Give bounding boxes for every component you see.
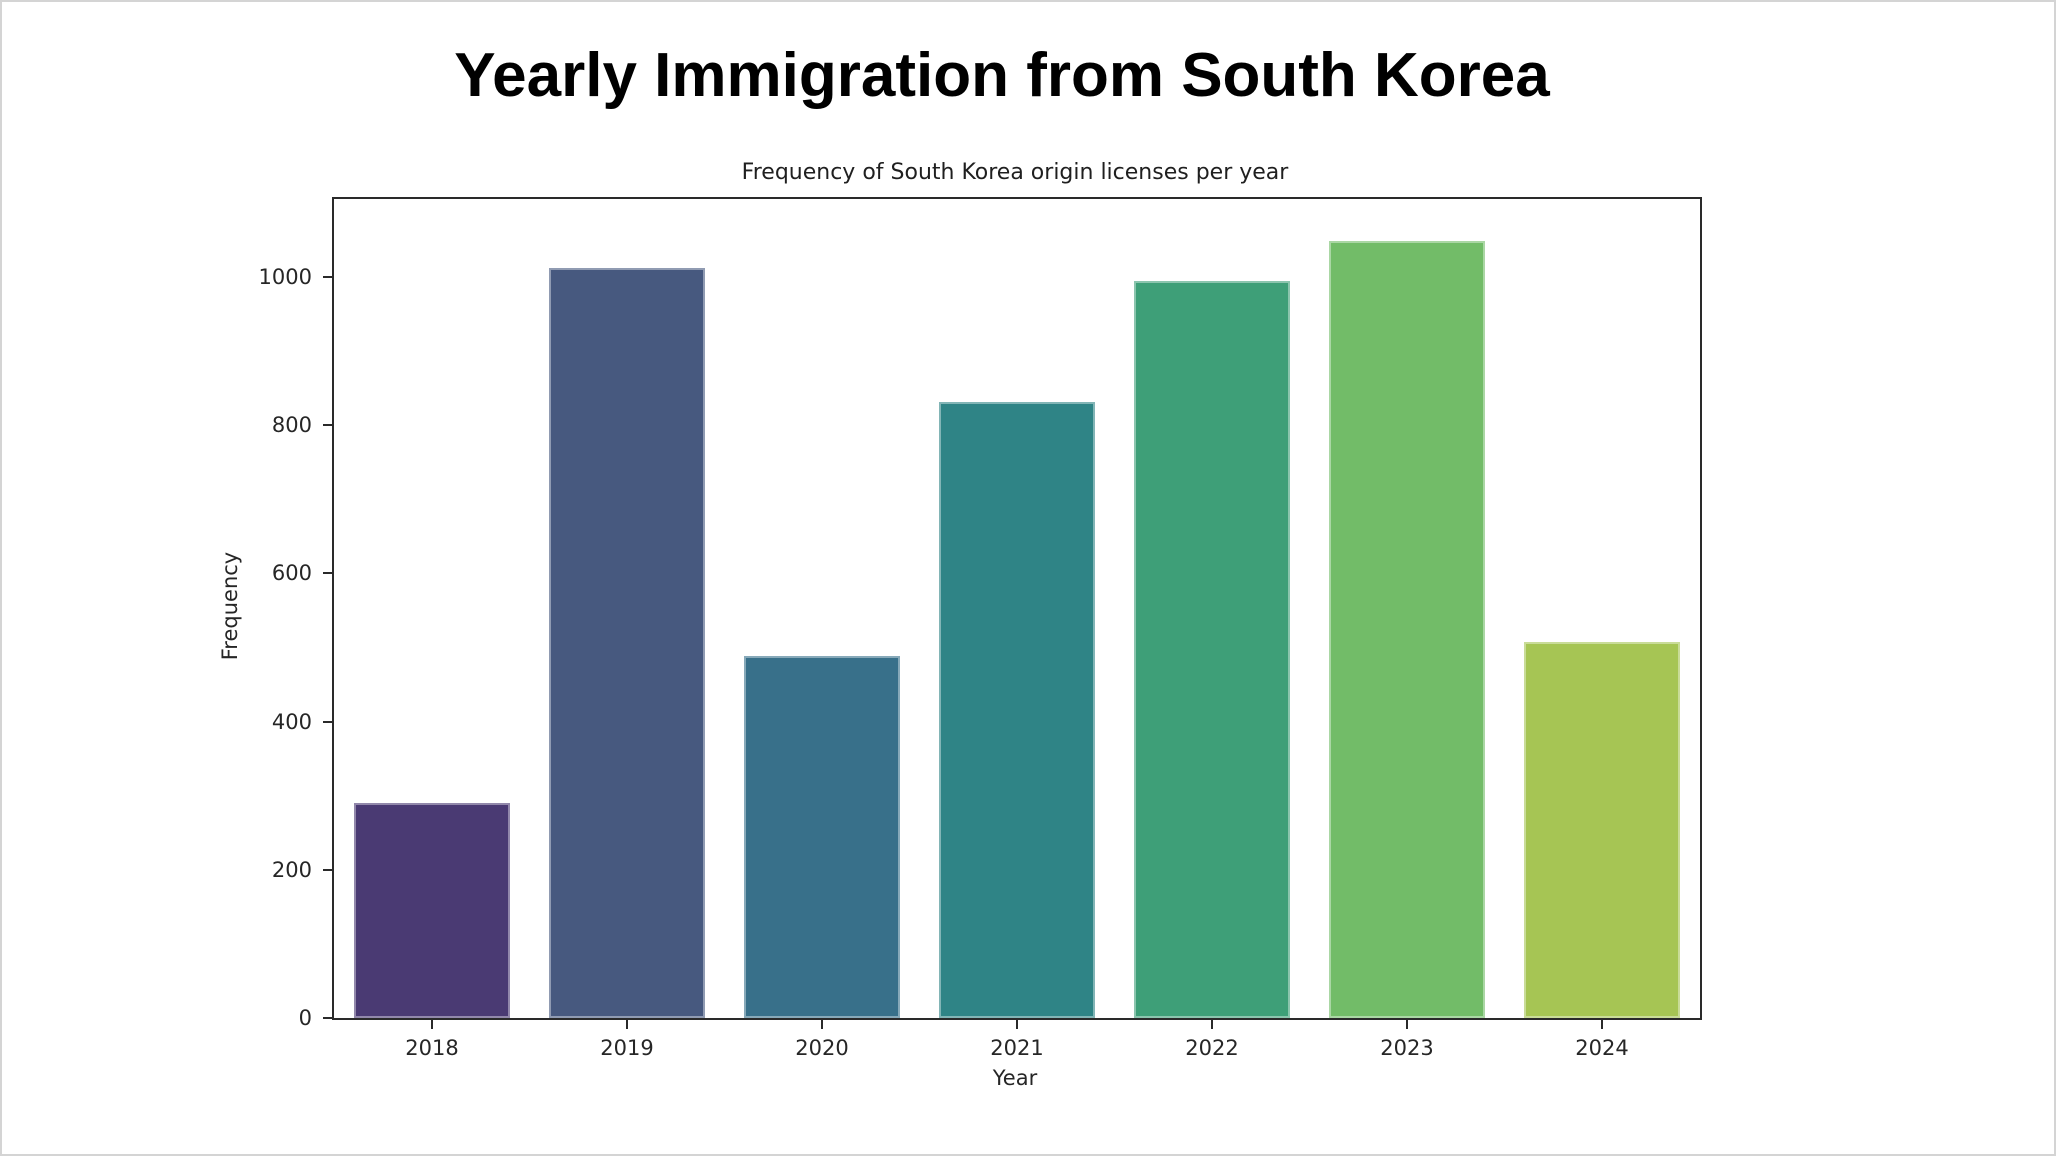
- bar-2020: [744, 656, 900, 1018]
- y-tick-mark: [323, 869, 332, 871]
- x-tick-label: 2019: [600, 1036, 654, 1060]
- x-axis-label: Year: [992, 1066, 1038, 1090]
- y-tick-mark: [323, 276, 332, 278]
- x-tick-label: 2022: [1185, 1036, 1239, 1060]
- y-tick-label: 800: [271, 413, 312, 437]
- x-tick-label: 2020: [795, 1036, 849, 1060]
- y-tick-label: 1000: [258, 265, 312, 289]
- x-tick-mark: [626, 1020, 628, 1029]
- y-tick-label: 200: [271, 858, 312, 882]
- y-tick-mark: [323, 572, 332, 574]
- x-tick-label: 2023: [1380, 1036, 1434, 1060]
- x-tick-mark: [1601, 1020, 1603, 1029]
- page-title: Yearly Immigration from South Korea: [454, 41, 1550, 110]
- x-tick-label: 2024: [1575, 1036, 1629, 1060]
- x-tick-mark: [1016, 1020, 1018, 1029]
- y-tick-label: 400: [271, 710, 312, 734]
- y-tick-mark: [323, 1017, 332, 1019]
- y-tick-label: 600: [271, 561, 312, 585]
- bar-2024: [1524, 642, 1680, 1018]
- bar-2019: [549, 268, 705, 1018]
- x-tick-label: 2018: [405, 1036, 459, 1060]
- x-tick-mark: [821, 1020, 823, 1029]
- bar-2022: [1134, 281, 1290, 1018]
- plot-area: 2018 2019 2020 2021 2022 2023 2024 0 200 400 600 80…: [259, 197, 1702, 1060]
- bar-2018: [354, 803, 510, 1018]
- x-tick-mark: [431, 1020, 433, 1029]
- x-tick-label: 2021: [990, 1036, 1044, 1060]
- bar-2023: [1329, 241, 1485, 1018]
- x-tick-mark: [1406, 1020, 1408, 1029]
- y-axis-label: Frequency: [218, 551, 242, 661]
- y-tick-mark: [323, 424, 332, 426]
- y-tick-mark: [323, 721, 332, 723]
- y-tick-label: 0: [298, 1006, 312, 1030]
- chart-title: Frequency of South Korea origin licenses…: [741, 160, 1289, 185]
- x-tick-mark: [1211, 1020, 1213, 1029]
- bar-2021: [939, 402, 1095, 1018]
